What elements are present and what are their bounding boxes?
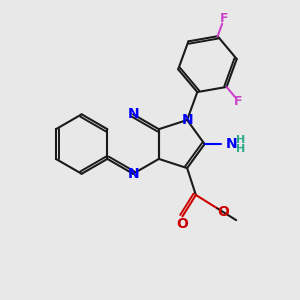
Text: N: N <box>127 107 139 121</box>
Text: F: F <box>234 95 243 108</box>
Text: N: N <box>181 113 193 127</box>
Text: O: O <box>176 217 188 231</box>
Text: F: F <box>220 12 228 25</box>
Text: N: N <box>127 167 139 181</box>
Text: H: H <box>236 135 245 145</box>
Text: O: O <box>217 205 229 219</box>
Text: N: N <box>226 137 237 151</box>
Text: H: H <box>236 143 245 154</box>
